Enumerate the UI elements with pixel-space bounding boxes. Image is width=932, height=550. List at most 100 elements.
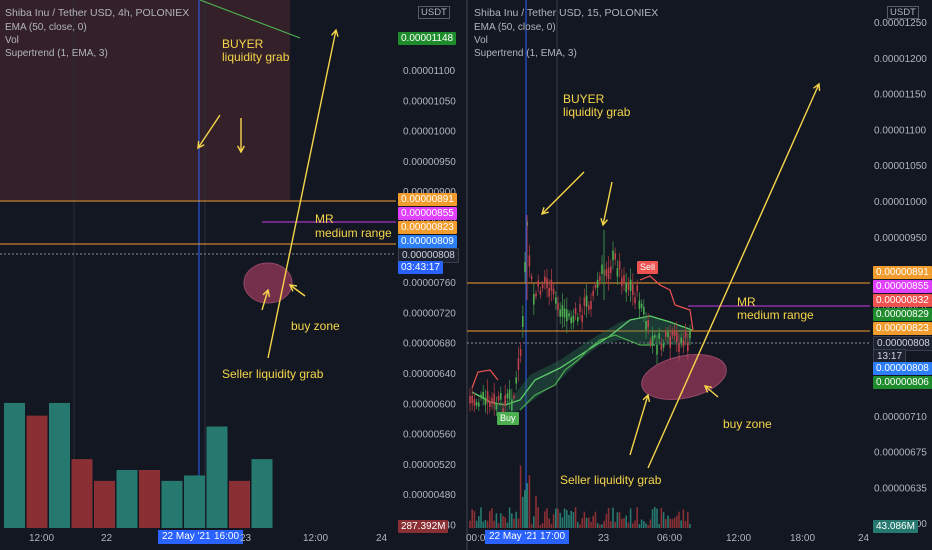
right-candle-body	[682, 339, 685, 347]
right-volume-bar	[627, 522, 630, 528]
right-candle-body	[596, 280, 599, 288]
right-candle-body	[632, 284, 634, 295]
right-candle-body	[643, 306, 645, 315]
right-volume-bar	[621, 518, 623, 528]
right-arrow-seller	[629, 394, 649, 456]
right-candle-body	[480, 394, 482, 398]
left-buyer-grab-sub: liquidity grab	[222, 50, 290, 64]
right-volume-bar	[599, 524, 601, 528]
right-candle-body	[684, 330, 687, 338]
right-volume-bar	[519, 465, 522, 528]
left-tag-high: 0.00001148	[398, 32, 457, 45]
right-candle-body	[504, 395, 506, 406]
right-y-tick: 0.00000950	[874, 233, 927, 244]
right-volume-bar	[682, 509, 685, 528]
left-arrow-buyer-2-head	[237, 145, 245, 154]
left-arrow-buyer-1	[197, 114, 221, 149]
right-time-highlight-date: 22 May '21	[485, 530, 542, 544]
right-volume-bar	[559, 512, 561, 528]
right-candle-body	[530, 276, 533, 280]
right-chart: 0.00001250 0.00001200 0.00001150 0.00001100…	[466, 0, 927, 550]
right-indicator-supertrend[interactable]: Supertrend (1, EMA, 3)	[474, 48, 577, 59]
right-candle-body	[495, 403, 498, 410]
right-candle-body	[621, 277, 623, 287]
left-tag-855: 0.00000855	[398, 207, 457, 220]
left-y-tick: 0.00000520	[403, 460, 456, 471]
right-volume-bar	[478, 516, 480, 528]
right-volume-bar	[656, 508, 658, 528]
right-tag-855: 0.00000855	[873, 280, 932, 293]
left-volume-bar	[49, 402, 70, 528]
right-candle-body	[662, 343, 665, 348]
right-volume-bar	[651, 509, 654, 528]
right-candle-body	[552, 288, 555, 295]
right-volume-bar	[517, 518, 520, 528]
right-candle-body	[634, 297, 636, 304]
right-volume-bar	[480, 507, 482, 528]
right-volume-bar	[504, 517, 506, 528]
right-candle-body	[638, 300, 641, 310]
left-time-1200b: 12:00	[303, 533, 329, 544]
right-y-tick: 0.00001200	[874, 54, 927, 65]
right-volume-bar	[603, 520, 605, 528]
right-candle-body	[629, 279, 632, 291]
right-time-0600: 06:00	[657, 533, 683, 544]
right-volume-bar	[632, 523, 634, 528]
right-y-tick: 0.00001100	[874, 125, 927, 136]
right-candle-body	[607, 267, 610, 280]
right-candle-body	[502, 408, 504, 415]
right-volume-bar	[607, 507, 610, 528]
right-candle-body	[486, 391, 489, 403]
left-volume-bar	[161, 480, 183, 528]
right-volume-bar	[647, 524, 649, 528]
right-volume-bar	[502, 516, 504, 528]
right-volume-bar	[473, 510, 476, 528]
right-volume-bar	[618, 512, 621, 528]
right-tag-823: 0.00000823	[873, 322, 932, 335]
right-candle-body	[555, 297, 557, 304]
right-seller-grab-label: Seller liquidity grab	[560, 473, 662, 487]
right-volume-bar	[500, 513, 502, 528]
right-candle-body	[658, 333, 660, 339]
right-candle-body	[610, 266, 612, 273]
right-indicator-ema[interactable]: EMA (50, close, 0)	[474, 22, 556, 33]
right-candle-body	[559, 309, 561, 317]
right-volume-bar	[579, 524, 581, 528]
right-indicator-vol[interactable]: Vol	[474, 35, 488, 46]
right-volume-bar	[475, 520, 478, 528]
right-candle-body	[544, 276, 546, 284]
left-indicator-vol[interactable]: Vol	[5, 35, 19, 46]
right-buyer-grab-sub: liquidity grab	[563, 105, 631, 119]
right-candle-body	[583, 297, 586, 307]
left-chart: 0.00001100 0.00001050 0.00001000 0.00000950…	[0, 0, 456, 532]
right-volume-bar	[552, 514, 555, 528]
right-volume-bar	[493, 520, 495, 528]
left-buy-zone-ellipse	[243, 262, 293, 304]
right-title: Shiba Inu / Tether USD, 15, POLONIEX	[474, 7, 659, 19]
right-volume-spike	[524, 490, 527, 528]
right-candle-body	[667, 331, 669, 337]
left-mr-sub: medium range	[315, 226, 392, 240]
right-unit-button[interactable]: USDT	[887, 6, 919, 19]
left-tag-891: 0.00000891	[398, 193, 457, 206]
right-candle-body	[471, 395, 473, 404]
right-volume-bar	[680, 520, 682, 528]
right-ema-line	[471, 315, 693, 406]
right-volume-bar	[658, 523, 660, 528]
right-arrow-buyer-2	[602, 181, 613, 226]
right-volume-bar	[535, 495, 537, 528]
left-y-tick: 0.00000480	[403, 490, 456, 501]
right-volume-bar	[649, 519, 652, 528]
right-buy-marker: Buy	[497, 412, 519, 425]
right-y-tick: 0.00001000	[874, 197, 927, 208]
right-volume-bar	[508, 507, 511, 528]
left-indicator-ema[interactable]: EMA (50, close, 0)	[5, 22, 87, 33]
right-y-tick: 0.00001050	[874, 161, 927, 172]
left-indicator-supertrend[interactable]: Supertrend (1, EMA, 3)	[5, 48, 108, 59]
right-candle-body	[475, 402, 478, 406]
left-volume-bar	[4, 402, 25, 528]
right-candle-body	[500, 393, 502, 400]
right-volume-bar	[506, 522, 509, 528]
left-unit-button[interactable]: USDT	[418, 6, 450, 19]
left-buy-zone-label: buy zone	[291, 319, 340, 333]
